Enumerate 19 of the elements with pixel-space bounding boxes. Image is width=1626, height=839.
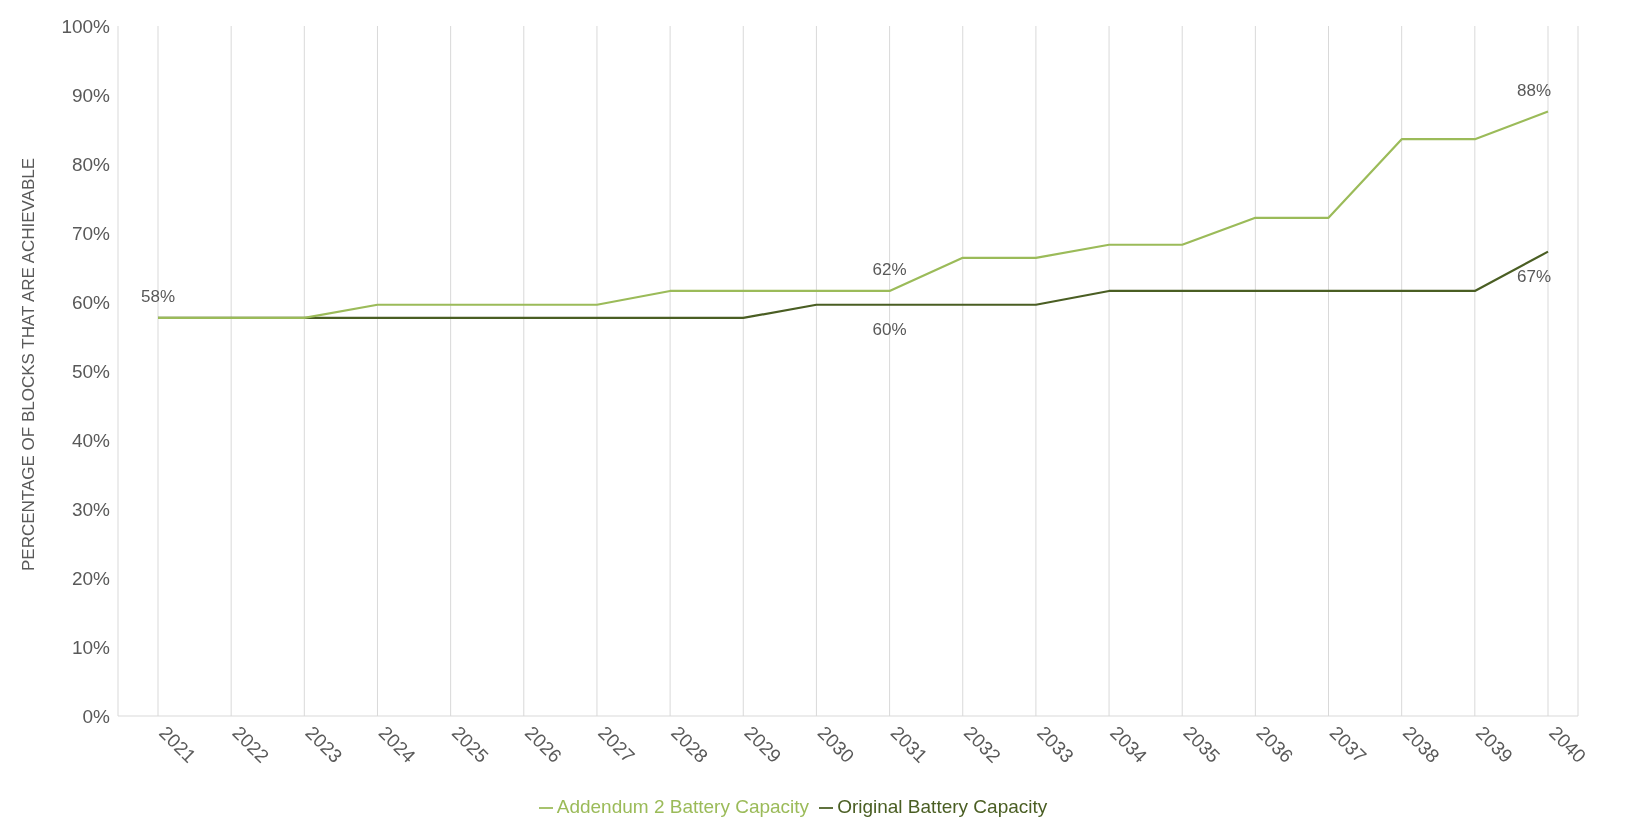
y-tick-label: 0% (82, 705, 111, 727)
y-tick-label: 100% (61, 15, 111, 37)
legend-label: Original Battery Capacity (837, 796, 1048, 817)
data-label: 67% (1516, 266, 1552, 286)
data-label: 60% (872, 319, 907, 339)
data-label: 88% (1516, 80, 1552, 100)
data-label: 58% (140, 286, 176, 306)
y-tick-label: 30% (71, 498, 111, 520)
y-tick-label: 90% (71, 84, 111, 106)
y-tick-label: 80% (71, 153, 111, 175)
y-tick-label: 20% (71, 567, 111, 589)
data-label: 62% (872, 259, 907, 279)
y-tick-label: 60% (71, 291, 111, 313)
y-tick-label: 40% (71, 429, 111, 451)
y-axis-title: PERCENTAGE OF BLOCKS THAT ARE ACHIEVABLE (19, 157, 39, 571)
y-tick-label: 50% (71, 360, 111, 382)
y-tick-label: 10% (71, 636, 111, 658)
legend-label: Addendum 2 Battery Capacity (556, 796, 810, 817)
y-tick-label: 70% (71, 222, 111, 244)
